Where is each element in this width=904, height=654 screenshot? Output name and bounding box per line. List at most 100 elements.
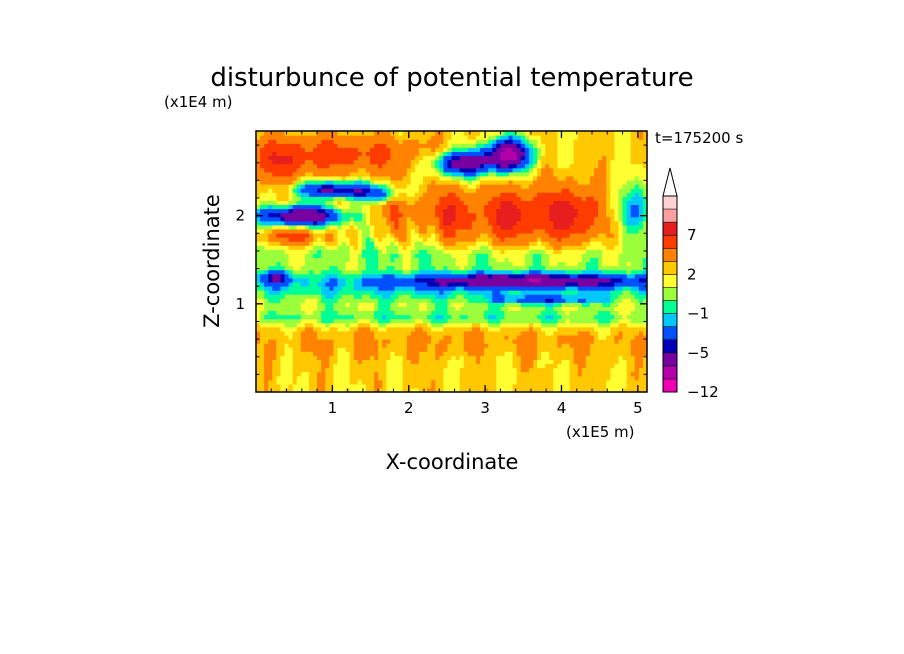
heatmap-cell: [532, 192, 538, 197]
heatmap-cell: [471, 208, 477, 214]
heatmap-cell: [370, 351, 375, 356]
heatmap-cell: [610, 379, 616, 385]
heatmap-cell: [557, 281, 563, 287]
heatmap-cell: [602, 379, 607, 385]
heatmap-cell: [557, 338, 563, 344]
heatmap-cell: [260, 387, 265, 392]
heatmap-cell: [594, 232, 599, 238]
heatmap-cell: [361, 241, 367, 246]
heatmap-cell: [606, 257, 611, 263]
heatmap-cell: [329, 245, 334, 250]
heatmap-cell: [410, 302, 416, 307]
heatmap-cell: [480, 318, 485, 324]
heatmap-cell: [292, 273, 298, 279]
heatmap-cell: [374, 330, 379, 336]
heatmap-cell: [614, 351, 620, 356]
heatmap-cell: [422, 216, 428, 222]
heatmap-cell: [300, 216, 306, 222]
heatmap-cell: [528, 257, 534, 263]
heatmap-cell: [308, 343, 314, 348]
heatmap-cell: [565, 359, 571, 365]
heatmap-cell: [296, 212, 302, 218]
heatmap-cell: [256, 265, 261, 271]
heatmap-cell: [260, 184, 265, 189]
heatmap-cell: [276, 334, 282, 340]
heatmap-cell: [329, 343, 334, 348]
heatmap-cell: [418, 265, 424, 271]
heatmap-cell: [606, 232, 611, 238]
heatmap-cell: [528, 224, 534, 230]
heatmap-cell: [321, 224, 326, 230]
heatmap-cell: [370, 306, 375, 312]
heatmap-cell: [410, 371, 416, 377]
heatmap-cell: [577, 322, 583, 328]
heatmap-cell: [260, 294, 265, 299]
heatmap-cell: [337, 347, 343, 352]
heatmap-cell: [585, 196, 591, 201]
heatmap-cell: [370, 367, 375, 373]
heatmap-cell: [471, 196, 477, 201]
heatmap-cell: [463, 265, 469, 271]
heatmap-cell: [549, 371, 554, 377]
heatmap-cell: [325, 290, 330, 295]
heatmap-cell: [537, 338, 542, 344]
heatmap-cell: [284, 379, 290, 385]
heatmap-cell: [418, 334, 424, 340]
heatmap-cell: [598, 314, 603, 320]
heatmap-cell: [333, 347, 339, 352]
heatmap-cell: [410, 318, 416, 324]
heatmap-cell: [565, 375, 571, 381]
heatmap-cell: [606, 224, 611, 230]
heatmap-cell: [414, 302, 420, 307]
heatmap-cell: [276, 326, 282, 332]
heatmap-cell: [569, 363, 575, 369]
heatmap-cell: [626, 351, 632, 356]
heatmap-cell: [532, 273, 538, 279]
heatmap-cell: [610, 179, 616, 185]
heatmap-cell: [545, 245, 550, 250]
heatmap-cell: [386, 387, 391, 392]
heatmap-cell: [602, 273, 607, 279]
heatmap-cell: [386, 306, 391, 312]
heatmap-cell: [398, 249, 404, 254]
heatmap-cell: [524, 200, 530, 206]
heatmap-cell: [427, 245, 432, 250]
heatmap-cell: [610, 200, 616, 206]
heatmap-cell: [292, 343, 298, 348]
heatmap-cell: [292, 232, 298, 238]
heatmap-cell: [447, 196, 453, 201]
heatmap-cell: [313, 212, 318, 218]
heatmap-cell: [276, 367, 282, 373]
heatmap-cell: [459, 290, 465, 295]
heatmap-cell: [313, 343, 318, 348]
heatmap-cell: [304, 379, 310, 385]
heatmap-cell: [537, 314, 542, 320]
heatmap-cell: [475, 326, 481, 332]
heatmap-cell: [553, 314, 558, 320]
heatmap-cell: [492, 326, 497, 332]
heatmap-cell: [541, 338, 546, 344]
heatmap-cell: [398, 257, 404, 263]
heatmap-cell: [414, 338, 420, 344]
heatmap-cell: [585, 228, 591, 234]
heatmap-cell: [296, 257, 302, 263]
heatmap-cell: [471, 281, 477, 287]
heatmap-cell: [638, 314, 644, 320]
heatmap-cell: [524, 383, 530, 389]
heatmap-cell: [365, 343, 371, 348]
heatmap-cell: [378, 351, 383, 356]
heatmap-cell: [504, 302, 510, 307]
heatmap-cell: [422, 188, 428, 193]
heatmap-cell: [484, 371, 489, 377]
heatmap-cell: [292, 338, 298, 344]
heatmap-cell: [447, 322, 453, 328]
heatmap-cell: [516, 334, 522, 340]
heatmap-cell: [492, 208, 497, 214]
heatmap-cell: [488, 257, 493, 263]
heatmap-cell: [484, 334, 489, 340]
heatmap-cell: [365, 326, 371, 332]
heatmap-cell: [378, 188, 383, 193]
heatmap-cell: [463, 216, 469, 222]
heatmap-cell: [329, 375, 334, 381]
heatmap-cell: [581, 184, 587, 189]
